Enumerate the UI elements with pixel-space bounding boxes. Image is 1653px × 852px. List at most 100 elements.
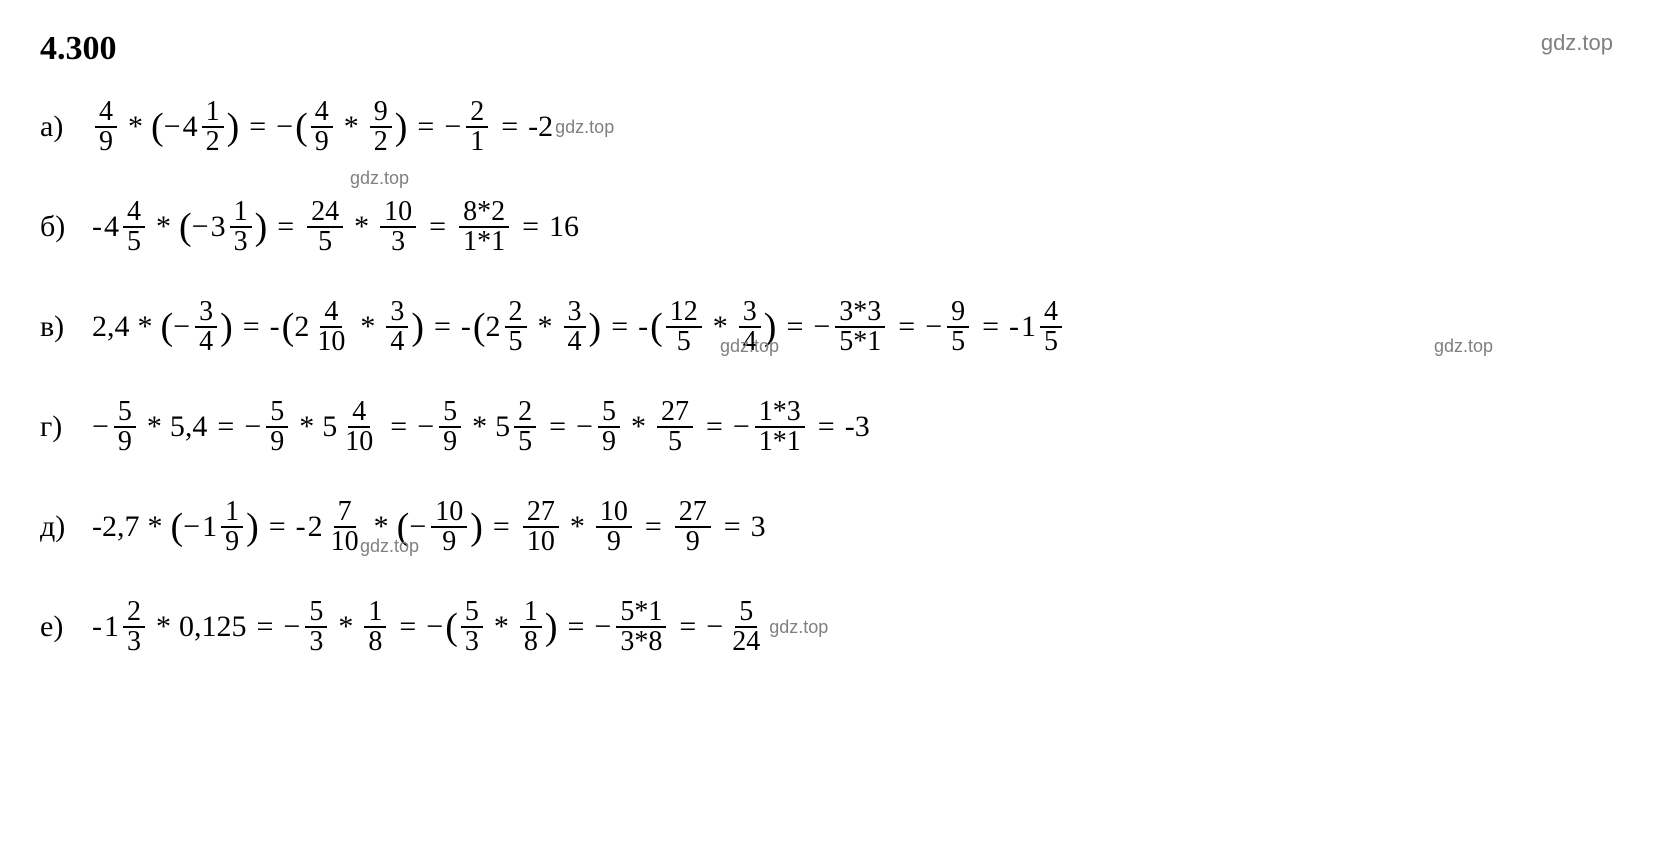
- result: 3: [751, 510, 766, 544]
- eq: =: [493, 510, 510, 544]
- mixed: 313: [211, 198, 255, 256]
- op: *: [472, 410, 487, 444]
- mixed: 5410: [322, 398, 380, 456]
- eq: =: [786, 310, 803, 344]
- op: *: [156, 210, 171, 244]
- eq: =: [898, 310, 915, 344]
- watermark-inline: gdz.top: [555, 117, 614, 138]
- neg: -: [1009, 310, 1019, 344]
- neg: −: [706, 610, 723, 644]
- header: 4.300 gdz.top: [40, 30, 1613, 68]
- neg: −: [733, 410, 750, 444]
- rhs: 5,4: [170, 410, 208, 444]
- neg: −: [244, 410, 261, 444]
- eq: =: [429, 210, 446, 244]
- lparen: (: [445, 608, 458, 646]
- equation-a: а) 49 * ( − 412 ) = − ( 49 * 92 ) = − 21…: [40, 98, 1613, 156]
- eq: =: [243, 310, 260, 344]
- frac: 34: [195, 298, 217, 356]
- frac: 49: [311, 98, 333, 156]
- frac: 59: [114, 398, 136, 456]
- frac: 1*31*1: [755, 398, 805, 456]
- equation-b: gdz.top б) - 445 * ( − 313 ) = 245 * 103…: [40, 198, 1613, 256]
- neg: −: [183, 510, 200, 544]
- lparen: (: [179, 208, 192, 246]
- frac: 18: [364, 598, 386, 656]
- frac: 59: [266, 398, 288, 456]
- neg: -: [638, 310, 648, 344]
- neg: -: [92, 610, 102, 644]
- neg: −: [925, 310, 942, 344]
- mixed: 445: [104, 198, 148, 256]
- op: *: [354, 210, 369, 244]
- op: *: [344, 110, 359, 144]
- lparen: (: [151, 108, 164, 146]
- problem-number: 4.300: [40, 30, 117, 68]
- watermark-v1: gdz.top: [720, 336, 779, 357]
- frac: 21: [466, 98, 488, 156]
- eq: =: [249, 110, 266, 144]
- eq: =: [399, 610, 416, 644]
- frac: 245: [307, 198, 343, 256]
- label-a: а): [40, 110, 80, 144]
- frac: 103: [380, 198, 416, 256]
- eq: =: [679, 610, 696, 644]
- frac: 5*13*8: [616, 598, 666, 656]
- frac: 49: [95, 98, 117, 156]
- result: -3: [845, 410, 870, 444]
- eq: =: [549, 410, 566, 444]
- frac: 279: [675, 498, 711, 556]
- label-e: е): [40, 610, 80, 644]
- frac: 59: [598, 398, 620, 456]
- rparen: ): [246, 508, 259, 546]
- label-v: в): [40, 310, 80, 344]
- mixed: 123: [104, 598, 148, 656]
- neg: −: [164, 110, 181, 144]
- neg: −: [444, 110, 461, 144]
- label-b: б): [40, 210, 80, 244]
- frac: 53: [461, 598, 483, 656]
- frac: 34: [386, 298, 408, 356]
- op: *: [128, 110, 143, 144]
- watermark-inline: gdz.top: [769, 617, 828, 638]
- mixed: 412: [183, 98, 227, 156]
- frac: 109: [596, 498, 632, 556]
- rparen: ): [220, 308, 233, 346]
- op: *: [147, 410, 162, 444]
- watermark-d: gdz.top: [360, 536, 419, 557]
- eq: =: [645, 510, 662, 544]
- row-content: е) - 123 * 0,125 = − 53 * 18 = − ( 53 * …: [40, 598, 828, 656]
- eq: =: [522, 210, 539, 244]
- mixed: 525: [495, 398, 539, 456]
- frac: 3*35*1: [835, 298, 885, 356]
- op: *: [138, 310, 153, 344]
- neg: −: [173, 310, 190, 344]
- watermark-v2: gdz.top: [1434, 336, 1493, 357]
- frac: 95: [947, 298, 969, 356]
- watermark-b: gdz.top: [350, 168, 409, 189]
- neg: −: [192, 210, 209, 244]
- frac: 8*21*1: [459, 198, 509, 256]
- op: *: [570, 510, 585, 544]
- mixed: 2410: [294, 298, 352, 356]
- rhs: 0,125: [179, 610, 247, 644]
- frac: 2710: [523, 498, 559, 556]
- rparen: ): [589, 308, 602, 346]
- frac: 53: [305, 598, 327, 656]
- equation-v: gdz.top gdz.top в) 2,4 * ( − 34 ) = - ( …: [40, 298, 1613, 356]
- eq: =: [257, 610, 274, 644]
- eq: =: [501, 110, 518, 144]
- eq: =: [277, 210, 294, 244]
- neg: -: [296, 510, 306, 544]
- neg: −: [426, 610, 443, 644]
- neg: −: [576, 410, 593, 444]
- lparen: (: [282, 308, 295, 346]
- frac: 109: [431, 498, 467, 556]
- lhs: 2,4: [92, 310, 130, 344]
- neg: −: [92, 410, 109, 444]
- neg: -: [461, 310, 471, 344]
- eq: =: [269, 510, 286, 544]
- frac: 524: [728, 598, 764, 656]
- op: *: [538, 310, 553, 344]
- op: *: [148, 510, 163, 544]
